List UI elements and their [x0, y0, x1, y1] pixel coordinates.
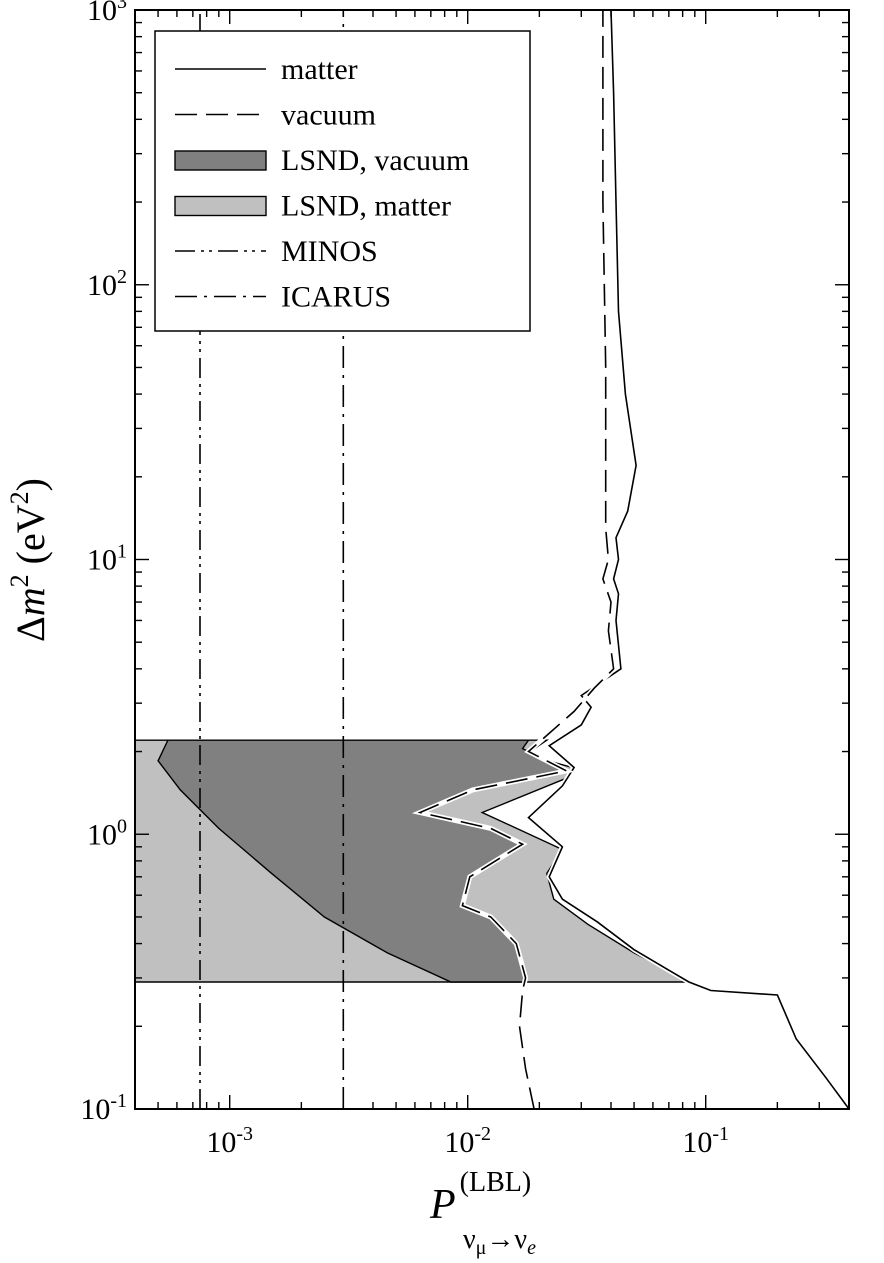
legend: matter vacuum LSND, vacuum LSND, matter MINO…: [154, 30, 531, 332]
y-tick-label: 103: [87, 0, 127, 27]
y-tick-label: 10-1: [80, 1090, 127, 1126]
x-label-arrow: →: [486, 1224, 514, 1255]
y-label-m-sup: 2: [5, 574, 34, 587]
x-label-mu: μ: [476, 1237, 487, 1259]
x-axis-label: P (LBL): [429, 1167, 531, 1228]
legend-label-lsnd-vacuum: LSND, vacuum: [281, 144, 469, 177]
legend-label-minos: MINOS: [281, 235, 378, 268]
x-tick-label: 10-2: [444, 1123, 491, 1159]
legend-box: [154, 30, 531, 332]
y-label-unit-sup: 2: [5, 491, 34, 504]
series-line-matter: [527, 10, 849, 1109]
x-label-nu-mu: ν: [463, 1224, 476, 1255]
x-axis-label-sub: νμ→νe: [463, 1224, 536, 1259]
legend-swatch-lsnd-vacuum: [174, 150, 267, 171]
y-label-m: m: [8, 587, 53, 616]
tick-labels: 10-3 10-2 10-1 10-1 100 101 102 103: [80, 0, 729, 1159]
legend-swatch-lsnd-matter: [174, 195, 267, 217]
y-label-delta: Δ: [8, 616, 53, 642]
x-tick-label: 10-3: [206, 1123, 253, 1159]
y-axis-label: Δm2 (eV2): [5, 478, 53, 642]
series-line-vacuum: [417, 10, 615, 1109]
x-tick-label: 10-1: [682, 1123, 729, 1159]
x-label-nu-e: ν: [514, 1224, 527, 1255]
legend-label-vacuum: vacuum: [281, 99, 376, 132]
y-tick-label: 100: [87, 815, 127, 851]
x-label-sup: (LBL): [460, 1167, 532, 1198]
legend-label-lsnd-matter: LSND, matter: [281, 190, 451, 223]
legend-label-icarus: ICARUS: [281, 281, 391, 314]
y-tick-label: 102: [87, 266, 127, 302]
y-label-unit-open: (eV: [8, 504, 53, 574]
lsnd-regions: [135, 739, 693, 983]
legend-label-matter: matter: [281, 53, 358, 86]
y-label-unit-close: ): [8, 478, 53, 491]
x-label-p: P: [429, 1182, 456, 1228]
x-label-e: e: [527, 1237, 536, 1259]
y-tick-label: 101: [87, 541, 127, 577]
plot-frame: [134, 9, 850, 1110]
